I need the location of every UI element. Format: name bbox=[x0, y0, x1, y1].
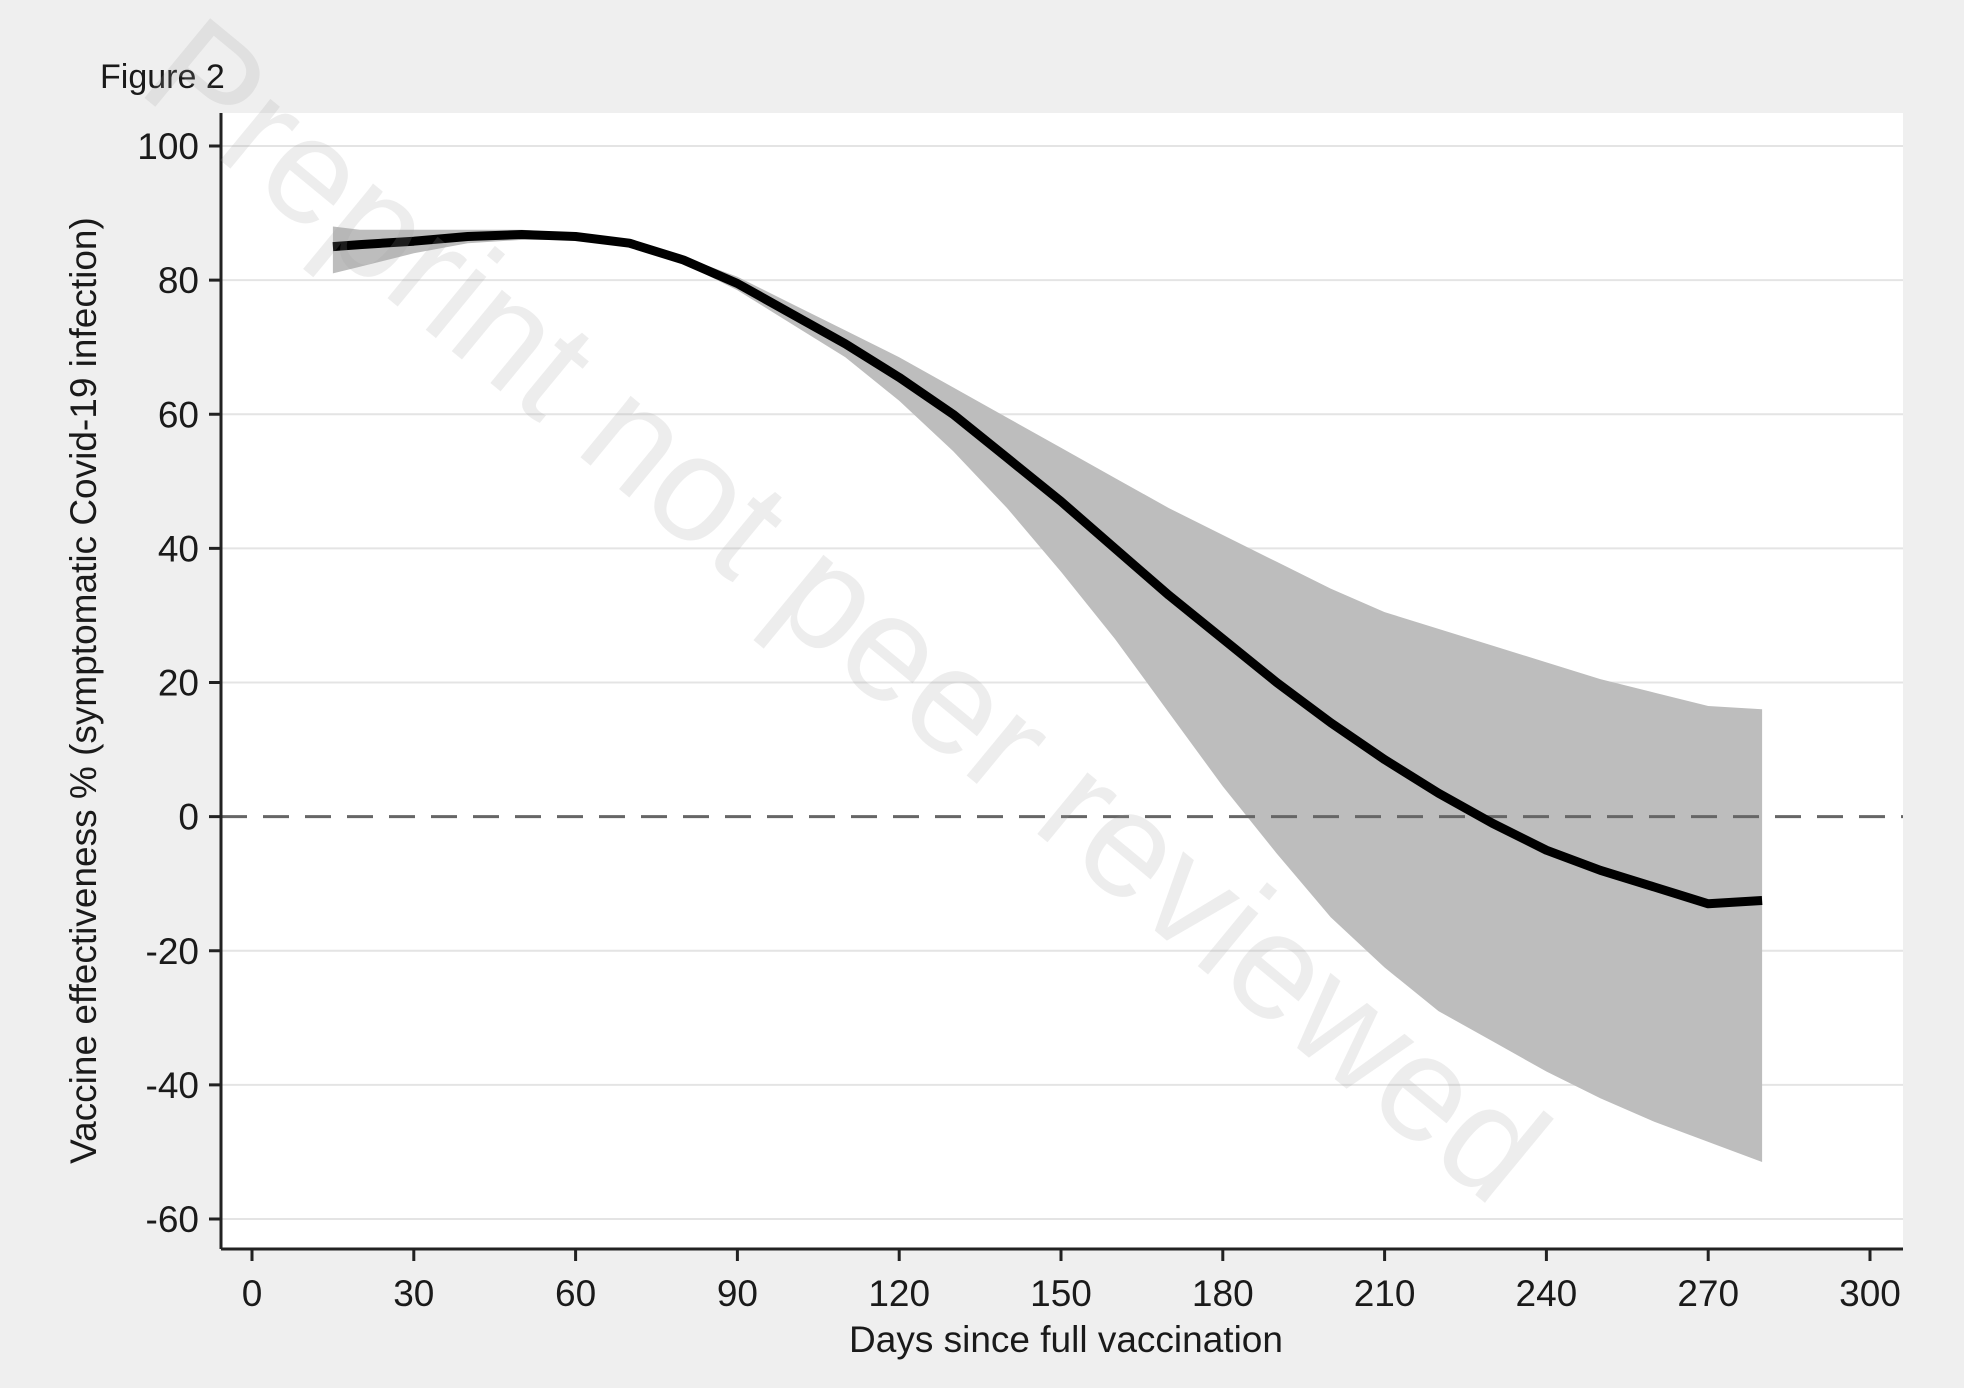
y-tick-label: 60 bbox=[158, 394, 199, 435]
y-tick-label: 40 bbox=[158, 528, 199, 569]
tick-labels: 100 80 60 40 20 0 -20 -40 -60 0 30 60 90 120 150 180 210… bbox=[137, 126, 1901, 1314]
y-tick-label: -20 bbox=[146, 931, 199, 972]
y-tick-label: -40 bbox=[146, 1065, 199, 1106]
x-tick-label: 30 bbox=[393, 1273, 434, 1314]
x-tick-label: 150 bbox=[1030, 1273, 1092, 1314]
x-tick-label: 90 bbox=[717, 1273, 758, 1314]
x-tick-label: 300 bbox=[1839, 1273, 1901, 1314]
x-axis-label: Days since full vaccination bbox=[849, 1319, 1283, 1360]
x-tick-label: 270 bbox=[1677, 1273, 1739, 1314]
figure-label: Figure 2 bbox=[100, 58, 225, 96]
x-tick-label: 120 bbox=[868, 1273, 930, 1314]
y-tick-label: 100 bbox=[137, 126, 199, 167]
y-tick-label: 80 bbox=[158, 260, 199, 301]
y-axis-label: Vaccine effectiveness % (symptomatic Cov… bbox=[63, 217, 104, 1164]
series-line-layer bbox=[332, 230, 1763, 909]
x-tick-label: 60 bbox=[555, 1273, 596, 1314]
confidence-band-layer bbox=[332, 226, 1763, 1162]
confidence-band bbox=[332, 226, 1763, 1162]
effectiveness-line bbox=[332, 230, 1763, 909]
y-tick-label: -60 bbox=[146, 1199, 199, 1240]
x-tick-label: 180 bbox=[1192, 1273, 1254, 1314]
y-tick-label: 20 bbox=[158, 663, 199, 704]
axes bbox=[209, 113, 1903, 1261]
y-tick-label: 0 bbox=[178, 797, 199, 838]
x-tick-label: 210 bbox=[1354, 1273, 1416, 1314]
x-tick-label: 240 bbox=[1516, 1273, 1578, 1314]
x-tick-label: 0 bbox=[242, 1273, 263, 1314]
